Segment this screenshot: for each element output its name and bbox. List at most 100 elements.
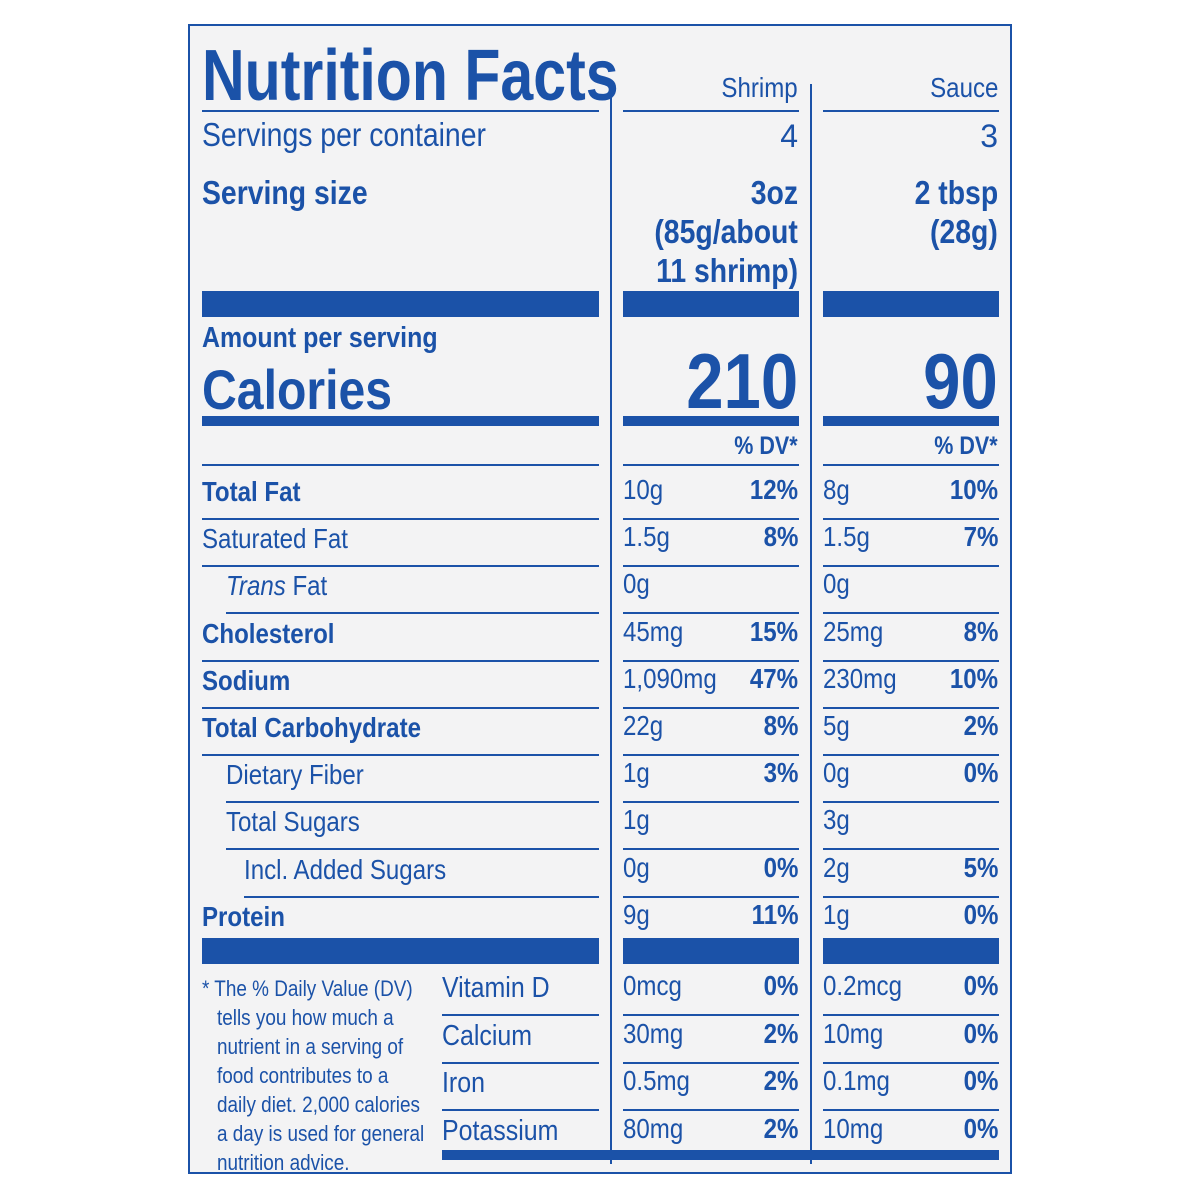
nutrient-amount-sauce: 0g: [823, 757, 850, 789]
vitamin-amount-shrimp: 80mg: [623, 1112, 684, 1144]
dv-rule-sauce: [823, 464, 999, 466]
nutrient-dv-sauce: 0%: [963, 757, 998, 789]
nutrient-amount-shrimp: 0g: [623, 568, 650, 600]
vitamin-dv-sauce: 0%: [963, 1065, 998, 1096]
calories-shrimp: 210: [686, 337, 798, 425]
nutrient-dv-shrimp: 15%: [749, 615, 798, 647]
calories-sauce: 90: [923, 337, 998, 425]
nutrient-amount-sauce: 0g: [823, 568, 850, 600]
nutrient-dv-shrimp: 8%: [763, 521, 798, 553]
nutrient-label: Total Carbohydrate: [202, 712, 421, 743]
row-rule-left: [202, 565, 599, 568]
footnote-line: nutrition advice.: [217, 1150, 350, 1175]
vitamin-amount-sauce: 0.2mcg: [823, 970, 902, 1001]
nutrient-amount-sauce: 25mg: [823, 615, 884, 647]
vitamin-amount-sauce: 10mg: [823, 1017, 884, 1049]
nutrient-dv-shrimp: 47%: [749, 662, 798, 694]
serving-size-sauce-2: (28g): [930, 213, 998, 250]
vitamin-rule-left: [442, 1014, 599, 1016]
row-rule-sauce: [823, 801, 999, 804]
vitamin-label: Potassium: [442, 1114, 559, 1147]
nutrient-label: Incl. Added Sugars: [244, 853, 447, 885]
nutrient-amount-sauce: 5g: [823, 710, 850, 741]
column-header-shrimp: Shrimp: [721, 72, 798, 103]
serving-size-shrimp-1: 3oz: [750, 174, 798, 211]
row-rule-shrimp: [623, 612, 799, 615]
row-rule-left: [202, 659, 599, 662]
nutrient-dv-shrimp: 0%: [763, 851, 798, 883]
amount-per-serving: Amount per serving: [202, 322, 438, 354]
row-rule-left: [226, 801, 599, 804]
vitamin-amount-sauce: 10mg: [823, 1112, 884, 1144]
column-header-sauce: Sauce: [929, 72, 998, 103]
nutrient-label: Total Sugars: [226, 806, 360, 838]
thick-bar-vitamins-left: [202, 938, 599, 964]
nutrient-label: Cholesterol: [202, 617, 335, 649]
row-rule-shrimp: [623, 754, 799, 756]
row-rule-left: [202, 754, 599, 756]
nutrient-amount-shrimp: 1.5g: [623, 521, 670, 553]
nutrient-amount-sauce: 1g: [823, 898, 850, 930]
nutrient-dv-sauce: 2%: [963, 710, 998, 741]
row-rule-sauce: [823, 659, 999, 662]
column-divider-shrimp: [610, 84, 612, 1164]
nutrient-dv-shrimp: 11%: [751, 898, 798, 930]
vitamin-amount-shrimp: 0.5mg: [623, 1065, 690, 1096]
nutrient-label: Trans Fat: [226, 572, 327, 600]
bottom-bar: [442, 1150, 999, 1160]
vitamin-dv-sauce: 0%: [963, 1112, 998, 1144]
thick-bar-sauce: [823, 291, 999, 317]
vitamin-rule-sauce: [823, 1014, 999, 1016]
row-rule-sauce: [823, 754, 999, 756]
row-rule-left: [244, 895, 599, 898]
nutrient-amount-shrimp: 22g: [623, 710, 664, 741]
header-rule-shrimp: [623, 110, 799, 112]
row-rule-left: [226, 612, 599, 615]
footnote-line: nutrient in a serving of: [217, 1034, 404, 1059]
nutrient-amount-shrimp: 45mg: [623, 615, 684, 647]
servings-sauce: 3: [980, 118, 998, 154]
dv-header-sauce: % DV*: [934, 432, 998, 460]
nutrient-label-italic: Trans: [226, 570, 286, 602]
nutrient-amount-sauce: 8g: [823, 474, 850, 505]
nutrient-label: Protein: [202, 900, 285, 932]
nutrient-dv-sauce: 8%: [963, 615, 998, 647]
nutrient-amount-shrimp: 1,090mg: [623, 662, 717, 694]
row-rule-shrimp: [623, 659, 799, 662]
nutrient-label: Sodium: [202, 664, 291, 696]
nutrient-dv-shrimp: 12%: [749, 474, 798, 505]
nutrient-amount-shrimp: 10g: [623, 474, 664, 505]
header-rule-sauce: [823, 110, 999, 112]
header-rule-left: [202, 110, 599, 112]
nutrient-amount-sauce: 1.5g: [823, 521, 870, 553]
label-title: Nutrition Facts: [202, 36, 619, 116]
servings-shrimp: 4: [780, 118, 798, 154]
column-divider-sauce: [810, 84, 812, 1164]
row-rule-shrimp: [623, 848, 799, 851]
nutrient-amount-shrimp: 0g: [623, 851, 650, 883]
thick-bar-vitamins-shrimp: [623, 938, 799, 964]
vitamin-dv-sauce: 0%: [963, 970, 998, 1001]
nutrient-dv-sauce: 7%: [963, 521, 998, 553]
row-rule-shrimp: [623, 565, 799, 568]
nutrient-amount-sauce: 2g: [823, 851, 850, 883]
nutrient-amount-shrimp: 1g: [623, 804, 650, 836]
vitamin-label: Calcium: [442, 1019, 533, 1052]
nutrient-label-rest: Fat: [285, 570, 328, 602]
thick-bar-shrimp: [623, 291, 799, 317]
serving-size-shrimp-3: 11 shrimp): [656, 252, 798, 289]
serving-size-sauce-1: 2 tbsp: [914, 174, 998, 211]
row-rule-sauce: [823, 895, 999, 898]
vitamin-rule-left: [442, 1109, 599, 1111]
vitamin-rule-left: [442, 1061, 599, 1064]
footnote-line: daily diet. 2,000 calories: [217, 1092, 420, 1117]
vitamin-rule-shrimp: [623, 1014, 799, 1016]
footnote-line: * The % Daily Value (DV): [202, 976, 413, 1001]
nutrient-dv-sauce: 0%: [963, 898, 998, 930]
nutrient-dv-shrimp: 8%: [763, 710, 798, 741]
nutrient-amount-shrimp: 1g: [623, 757, 650, 789]
vitamin-rule-sauce: [823, 1109, 999, 1111]
row-rule-left: [202, 706, 599, 709]
calories-label: Calories: [202, 358, 393, 421]
row-rule-shrimp: [623, 895, 799, 898]
